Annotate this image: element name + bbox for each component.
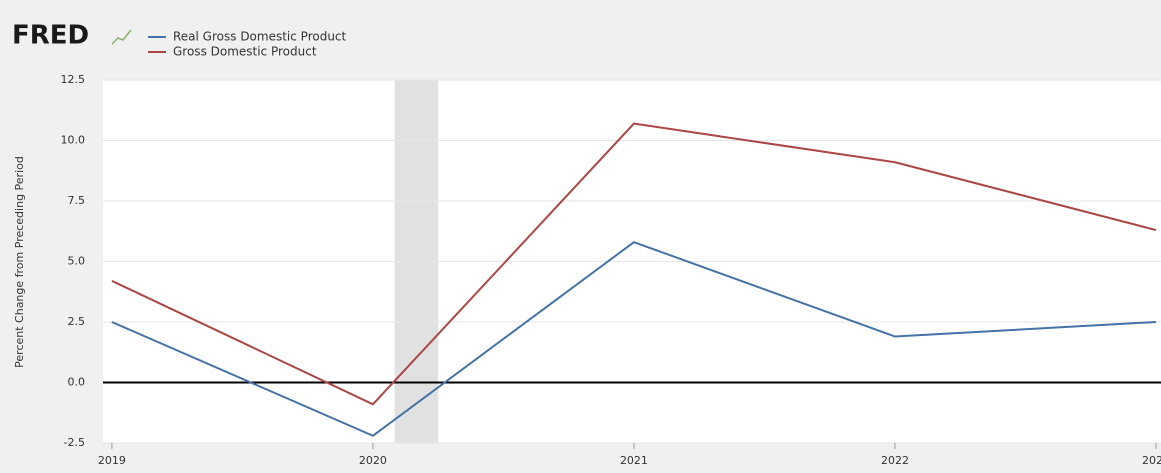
x-tick-label: 2021: [620, 454, 648, 467]
y-axis-label: Percent Change from Preceding Period: [13, 156, 26, 368]
x-tick-label: 2019: [98, 454, 126, 467]
logo-icon: [111, 29, 132, 45]
legend-label: Gross Domestic Product: [173, 45, 317, 59]
x-tick-label: 2020: [359, 454, 387, 467]
y-tick-label: 5.0: [68, 255, 86, 268]
series-line: [111, 122, 1157, 406]
y-tick-label: 10.0: [61, 134, 86, 147]
logo: FRED: [12, 21, 89, 51]
x-tick-label: 2023: [1142, 454, 1161, 467]
y-tick-label: 2.5: [68, 315, 86, 328]
legend-label: Real Gross Domestic Product: [173, 30, 347, 44]
series-line: [111, 241, 1157, 437]
y-tick-label: 12.5: [61, 73, 86, 86]
y-tick-label: 7.5: [68, 194, 86, 207]
y-tick-label: -2.5: [64, 436, 85, 449]
y-tick-label: 0.0: [68, 376, 86, 389]
x-tick-label: 2022: [881, 454, 909, 467]
